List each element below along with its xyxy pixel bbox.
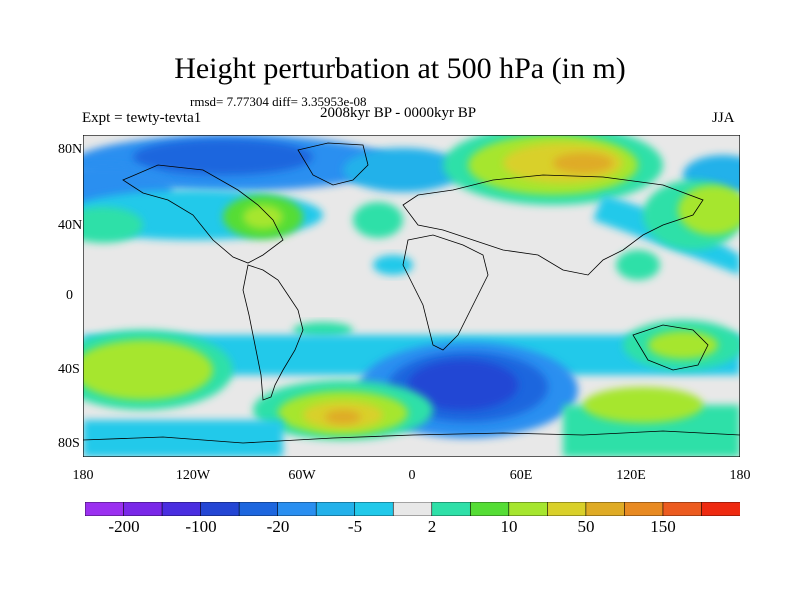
colorbar-segment <box>238 502 279 516</box>
lon-label-60w: 60W <box>288 468 316 483</box>
colorbar-label: -200 <box>108 517 140 536</box>
lat-label-40n: 40N <box>58 218 83 233</box>
figure-title: Height perturbation at 500 hPa (in m) <box>174 52 626 85</box>
lon-label-120w: 120W <box>175 468 211 483</box>
colorbar-segment <box>662 502 703 516</box>
colorbar-segment <box>431 502 472 516</box>
lon-label-60e: 60E <box>509 468 533 483</box>
colorbar-segment <box>354 502 395 516</box>
colorbar-label: 10 <box>500 517 518 536</box>
world-map-plot <box>83 135 740 457</box>
lon-label-180w: 180 <box>72 468 94 483</box>
period-label: 2008kyr BP - 0000kyr BP <box>320 105 477 121</box>
colorbar-label: 2 <box>427 517 437 536</box>
colorbar-segment <box>701 502 740 516</box>
colorbar-label: 150 <box>650 517 676 536</box>
colorbar-label: -100 <box>185 517 217 536</box>
colorbar-segment <box>392 502 433 516</box>
colorbar-label: -5 <box>347 517 363 536</box>
colorbar-label: -20 <box>266 517 290 536</box>
lon-label-0: 0 <box>408 468 416 483</box>
stats-text: rmsd= 7.77304 diff= 3.35953e-08 <box>190 94 367 109</box>
lat-label-80s: 80S <box>58 436 80 451</box>
colorbar-segment <box>547 502 587 516</box>
colorbar-label: 50 <box>577 517 595 536</box>
contour-fill <box>83 135 740 457</box>
lat-label-40s: 40S <box>58 362 80 377</box>
colorbar-segment <box>585 502 626 516</box>
colorbar-segment <box>277 502 317 516</box>
experiment-label: Expt = tewty-tevta1 <box>82 110 202 126</box>
colorbar-segment <box>508 502 549 516</box>
lat-label-80n: 80N <box>58 142 83 157</box>
colorbar-segment <box>624 502 664 516</box>
colorbar-segment <box>200 502 240 516</box>
coastlines <box>83 142 740 444</box>
lat-label-0: 0 <box>66 288 73 303</box>
colorbar <box>85 502 740 516</box>
colorbar-segment <box>469 502 510 516</box>
colorbar-segment <box>315 502 356 516</box>
colorbar-segment <box>161 502 202 516</box>
lon-label-120e: 120E <box>616 468 646 483</box>
colorbar-segment <box>123 502 163 516</box>
lon-label-180e: 180 <box>729 468 751 483</box>
season-label: JJA <box>712 110 735 126</box>
colorbar-segment <box>85 502 125 516</box>
